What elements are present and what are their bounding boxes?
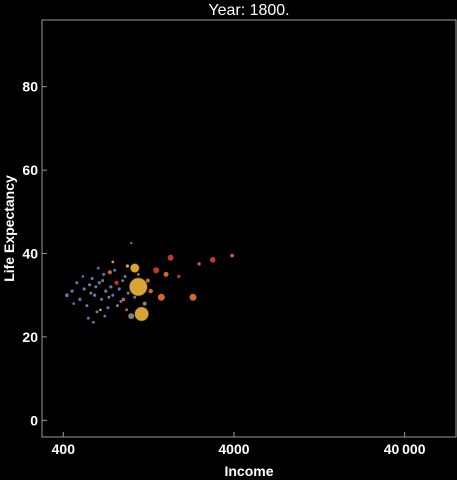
data-point bbox=[100, 297, 104, 301]
data-point bbox=[107, 270, 112, 275]
data-point bbox=[167, 254, 174, 261]
data-point bbox=[93, 293, 97, 297]
data-point bbox=[106, 306, 110, 310]
data-point bbox=[209, 257, 216, 263]
chart-title: Year: 1800. bbox=[208, 2, 289, 19]
data-point bbox=[126, 291, 130, 295]
data-point bbox=[85, 304, 89, 308]
data-point bbox=[111, 260, 115, 264]
y-axis-ticks: 0 20 40 60 80 bbox=[22, 79, 47, 428]
data-point bbox=[104, 289, 108, 293]
y-tick-label: 0 bbox=[30, 412, 38, 428]
data-point bbox=[78, 297, 82, 301]
y-axis-title: Life Expectancy bbox=[1, 175, 17, 282]
data-point bbox=[123, 275, 127, 278]
data-point bbox=[72, 302, 75, 305]
x-axis-ticks: 400 4000 40 000 bbox=[52, 432, 426, 457]
data-point bbox=[88, 283, 92, 287]
data-point bbox=[115, 304, 119, 308]
x-tick-label: 4000 bbox=[218, 441, 249, 457]
data-point bbox=[86, 316, 90, 320]
data-point bbox=[103, 314, 107, 318]
data-point bbox=[113, 268, 117, 272]
data-point bbox=[96, 266, 100, 270]
data-point bbox=[95, 310, 99, 314]
data-points bbox=[65, 241, 234, 324]
data-point bbox=[153, 267, 160, 274]
y-tick-label: 60 bbox=[22, 162, 38, 178]
data-point bbox=[136, 273, 140, 276]
data-point bbox=[107, 295, 111, 299]
data-point bbox=[101, 279, 105, 283]
data-point bbox=[157, 293, 165, 301]
data-point bbox=[111, 293, 115, 297]
data-point bbox=[130, 241, 133, 245]
data-point bbox=[134, 306, 149, 322]
data-point bbox=[145, 278, 150, 283]
data-point bbox=[189, 293, 197, 301]
data-point bbox=[92, 320, 95, 324]
data-point bbox=[119, 300, 123, 303]
x-tick-label: 40 000 bbox=[384, 441, 426, 457]
data-point bbox=[121, 297, 126, 302]
data-point bbox=[133, 295, 137, 299]
data-point bbox=[89, 291, 93, 295]
y-tick-label: 40 bbox=[22, 246, 38, 262]
data-point bbox=[109, 285, 113, 289]
x-axis-title: Income bbox=[224, 463, 273, 479]
plot-frame bbox=[41, 19, 457, 438]
data-point bbox=[130, 263, 140, 273]
data-point bbox=[197, 262, 201, 266]
data-point bbox=[163, 271, 169, 277]
data-point bbox=[65, 293, 69, 298]
data-point bbox=[99, 308, 102, 312]
y-tick-label: 20 bbox=[22, 329, 38, 345]
data-point bbox=[102, 272, 106, 276]
data-point bbox=[148, 288, 153, 294]
data-point bbox=[129, 277, 148, 297]
data-point bbox=[117, 287, 121, 291]
data-point bbox=[128, 313, 135, 320]
data-point bbox=[75, 281, 79, 285]
data-point bbox=[82, 287, 86, 291]
x-tick-label: 400 bbox=[52, 441, 76, 457]
data-point bbox=[97, 281, 101, 285]
data-point bbox=[142, 301, 147, 306]
data-point bbox=[114, 280, 119, 285]
data-point bbox=[125, 308, 128, 312]
data-point bbox=[70, 289, 74, 293]
data-point bbox=[90, 277, 94, 280]
data-point bbox=[81, 275, 85, 278]
y-tick-label: 80 bbox=[22, 79, 38, 95]
data-point bbox=[94, 285, 98, 289]
data-point bbox=[125, 264, 129, 268]
data-point bbox=[177, 274, 181, 279]
data-point bbox=[230, 253, 234, 258]
data-point bbox=[121, 279, 124, 282]
